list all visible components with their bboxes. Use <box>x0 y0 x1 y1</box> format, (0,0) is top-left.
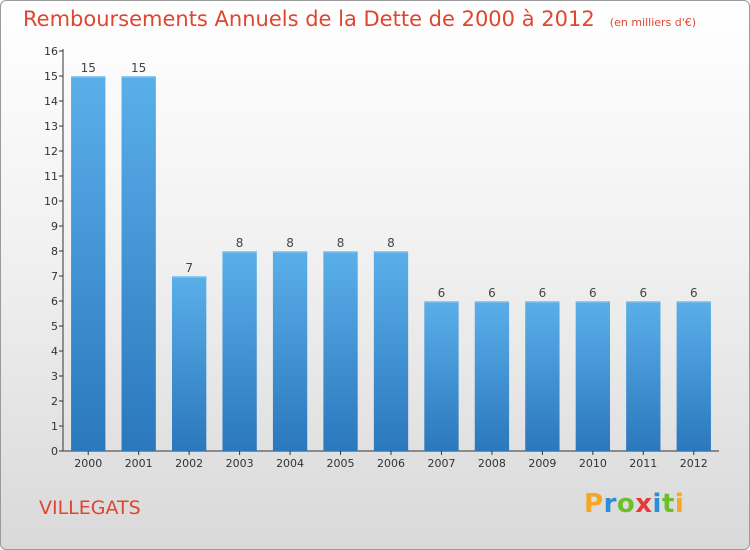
y-tick-label: 5 <box>51 320 58 333</box>
data-label: 6 <box>488 286 496 300</box>
data-label: 8 <box>236 236 244 250</box>
chart-subtitle: (en milliers d'€) <box>609 16 697 29</box>
data-label: 8 <box>286 236 294 250</box>
bar <box>474 301 510 451</box>
data-label: 6 <box>589 286 597 300</box>
y-tick-label: 4 <box>51 345 58 358</box>
x-tick-label: 2001 <box>125 457 153 470</box>
bar-highlight <box>525 301 560 303</box>
bar-highlight <box>222 251 257 253</box>
data-label: 6 <box>639 286 647 300</box>
logo-letter: r <box>603 489 617 519</box>
logo-letter: o <box>616 489 636 519</box>
logo-letter: t <box>661 489 675 519</box>
x-tick-label: 2006 <box>377 457 405 470</box>
logo-letter: P <box>584 489 604 519</box>
bar-highlight <box>373 251 409 253</box>
logo-letter: x <box>635 489 653 519</box>
y-tick-label: 13 <box>44 120 58 133</box>
x-tick-label: 2010 <box>579 457 607 470</box>
data-label: 8 <box>387 236 395 250</box>
y-tick-label: 10 <box>44 195 58 208</box>
logo-letter: i <box>674 489 685 519</box>
data-label: 7 <box>185 261 193 275</box>
bar <box>272 251 308 451</box>
proxiti-logo: Proxiti <box>584 489 684 519</box>
x-tick-label: 2003 <box>226 457 254 470</box>
x-tick-label: 2008 <box>478 457 506 470</box>
y-tick-label: 16 <box>44 45 58 58</box>
bar <box>121 76 156 451</box>
x-tick-label: 2009 <box>528 457 556 470</box>
bar <box>171 276 207 451</box>
logo-letter: i <box>652 489 662 519</box>
commune-name: VILLEGATS <box>39 497 141 519</box>
y-tick-label: 2 <box>51 395 58 408</box>
chart-title: Remboursements Annuels de la Dette de 20… <box>23 7 595 31</box>
bar <box>71 76 106 451</box>
x-tick-label: 2000 <box>74 457 102 470</box>
x-tick-label: 2004 <box>276 457 304 470</box>
x-tick-label: 2012 <box>680 457 708 470</box>
bar-highlight <box>71 76 106 78</box>
bar-highlight <box>272 251 308 253</box>
bar-highlight <box>323 251 358 253</box>
x-tick-label: 2002 <box>175 457 203 470</box>
bar <box>373 251 409 451</box>
data-label: 6 <box>438 286 446 300</box>
bar <box>323 251 358 451</box>
y-tick-label: 3 <box>51 370 58 383</box>
y-tick-label: 9 <box>51 220 58 233</box>
bar <box>575 301 611 451</box>
bar-highlight <box>575 301 611 303</box>
bar-highlight <box>676 301 711 303</box>
bar-highlight <box>171 276 207 278</box>
bar <box>424 301 459 451</box>
y-tick-label: 15 <box>44 70 58 83</box>
y-tick-label: 6 <box>51 295 58 308</box>
chart-title-block: Remboursements Annuels de la Dette de 20… <box>23 7 696 31</box>
y-tick-label: 12 <box>44 145 58 158</box>
y-tick-label: 7 <box>51 270 58 283</box>
bar <box>676 301 711 451</box>
x-tick-label: 2005 <box>327 457 355 470</box>
bar-highlight <box>474 301 510 303</box>
data-label: 6 <box>539 286 547 300</box>
y-tick-label: 8 <box>51 245 58 258</box>
data-label: 15 <box>81 61 96 75</box>
data-label: 15 <box>131 61 146 75</box>
bar <box>626 301 661 451</box>
data-label: 8 <box>337 236 345 250</box>
data-label: 6 <box>690 286 698 300</box>
bar-highlight <box>626 301 661 303</box>
bar-highlight <box>424 301 459 303</box>
y-tick-label: 1 <box>51 420 58 433</box>
x-tick-label: 2011 <box>629 457 657 470</box>
y-tick-label: 14 <box>44 95 58 108</box>
y-tick-label: 11 <box>44 170 58 183</box>
bar <box>525 301 560 451</box>
bar <box>222 251 257 451</box>
x-tick-label: 2007 <box>427 457 455 470</box>
bar-highlight <box>121 76 156 78</box>
y-tick-label: 0 <box>51 445 58 458</box>
